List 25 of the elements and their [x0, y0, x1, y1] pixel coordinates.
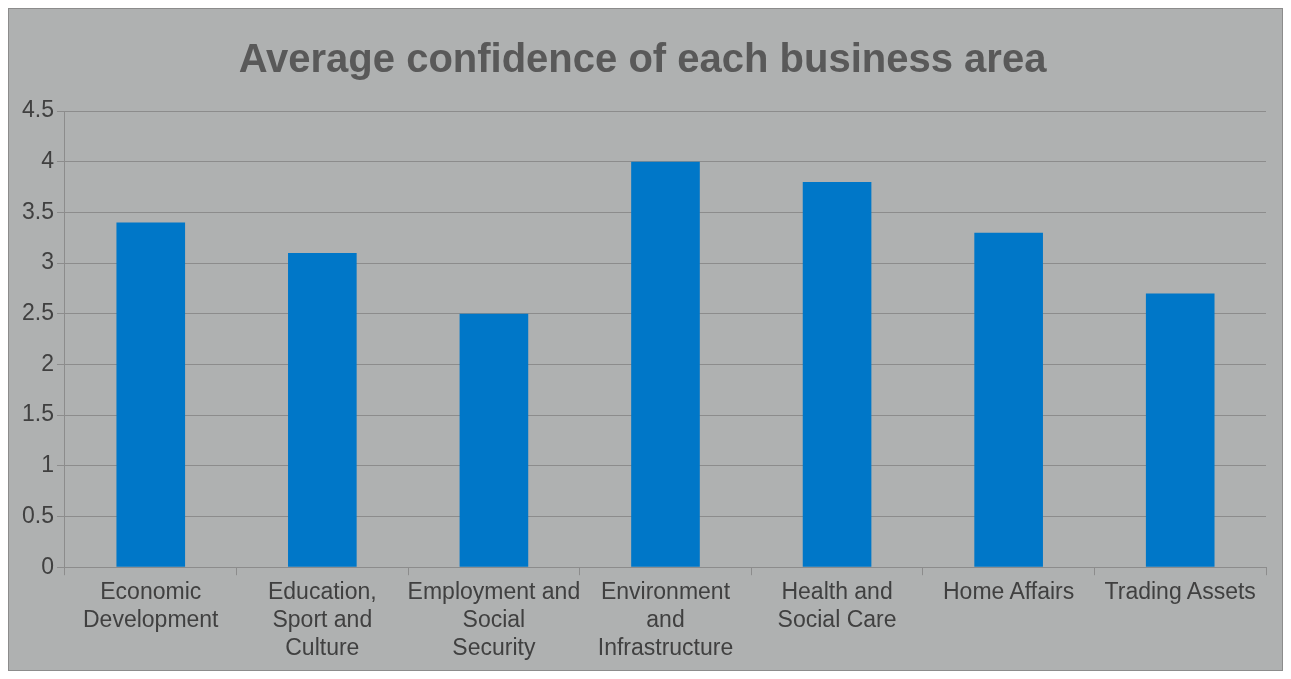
y-tick-label: 4: [41, 147, 55, 174]
y-tick-label: 1.5: [21, 400, 54, 427]
y-tick-label: 0.5: [21, 501, 54, 528]
x-tick-label: Employment and Social Security: [407, 578, 581, 660]
chart-title: Average confidence of each business area: [238, 36, 1048, 81]
x-tick-label: Education, Sport and Culture: [267, 578, 377, 660]
bar: [288, 252, 357, 567]
x-tick-label: Home Affairs: [943, 578, 1075, 605]
y-tick-label: 2.5: [21, 299, 54, 326]
x-tick-label: Trading Assets: [1104, 578, 1256, 605]
y-tick-label: 1: [41, 451, 54, 478]
y-tick-label: 2: [41, 349, 54, 376]
x-tick-label: Environment and Infrastructure: [597, 578, 734, 660]
x-tick-label: Economic Development: [83, 578, 220, 632]
bar: [459, 313, 529, 567]
y-tick-label: 4.5: [21, 96, 54, 123]
bar: [631, 161, 700, 567]
y-tick-label: 3.5: [21, 197, 54, 224]
bar: [974, 232, 1043, 567]
y-tick-label: 3: [41, 248, 54, 275]
x-tick-label: Health and Social Care: [777, 578, 897, 632]
y-tick-label: 0: [41, 552, 54, 579]
bar: [116, 222, 186, 567]
bar: [802, 181, 872, 567]
bar: [1145, 293, 1215, 567]
